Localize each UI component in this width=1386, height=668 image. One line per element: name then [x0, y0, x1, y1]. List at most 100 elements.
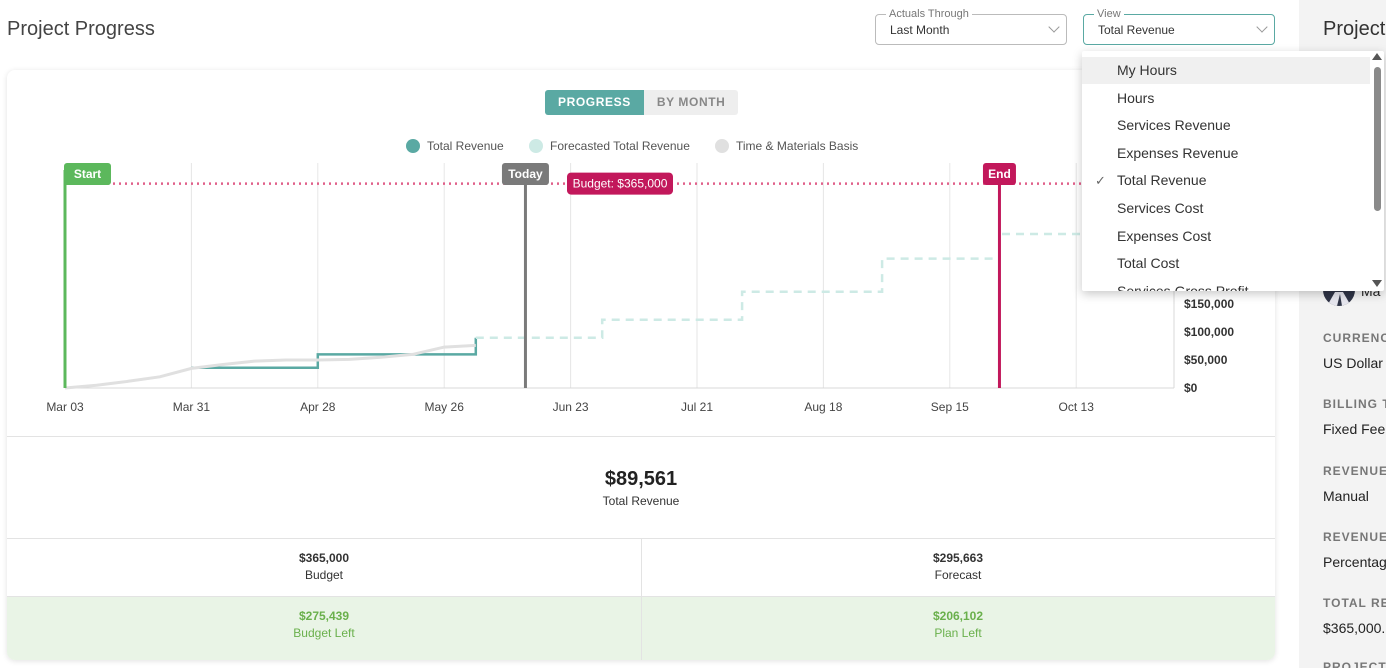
side-field-value: Percentag	[1323, 554, 1386, 570]
x-tick-label: Aug 18	[804, 400, 842, 414]
side-field-key: BILLING T	[1323, 397, 1386, 411]
check-icon: ✓	[1095, 173, 1106, 189]
chevron-down-icon	[1048, 21, 1060, 33]
side-field-key: TOTAL RE	[1323, 596, 1386, 610]
marker-badge	[501, 163, 549, 185]
side-field-currency: CURRENCY US Dollar (	[1323, 331, 1386, 371]
tab-progress[interactable]: PROGRESS	[545, 90, 644, 115]
legend-dot	[406, 139, 420, 153]
progress-card: PROGRESS BY MONTH Total Revenue Forecast…	[7, 70, 1275, 660]
side-field-revenue-type: REVENUE Manual	[1323, 464, 1386, 504]
side-field-key: CURRENCY	[1323, 331, 1386, 345]
x-tick-label: Sep 15	[931, 400, 969, 414]
side-field-total-revenue: TOTAL RE $365,000.	[1323, 596, 1386, 636]
side-field-billing: BILLING T Fixed Fee	[1323, 397, 1386, 437]
dropdown-item[interactable]: ✓ Total Revenue	[1082, 167, 1370, 194]
dropdown-item[interactable]: Services Cost	[1082, 195, 1370, 222]
dropdown-item[interactable]: Expenses Revenue	[1082, 140, 1370, 167]
actuals-through-label: Actuals Through	[886, 7, 972, 21]
side-field-value: Fixed Fee	[1323, 421, 1386, 437]
side-panel-title: Project	[1323, 18, 1386, 40]
series-line-0	[191, 337, 478, 370]
legend-item-forecasted-total-revenue[interactable]: Forecasted Total Revenue	[529, 139, 690, 153]
x-tick-label: Jul 21	[681, 400, 713, 414]
legend-label: Total Revenue	[427, 139, 504, 153]
series-line-2	[64, 343, 476, 390]
series-line-1	[475, 232, 1108, 340]
marker-label: End	[988, 167, 1011, 181]
dropdown-scrollbar[interactable]	[1374, 67, 1381, 211]
side-field-value: $365,000.	[1323, 620, 1386, 636]
y-tick-label: $150,000	[1184, 297, 1234, 311]
budget-left-label: Budget Left	[293, 626, 355, 640]
x-tick-label: Apr 28	[300, 400, 336, 414]
side-field-value: US Dollar (	[1323, 355, 1386, 371]
budget-label: Budget	[304, 568, 344, 582]
scroll-down-icon[interactable]	[1372, 280, 1382, 287]
legend-dot	[715, 139, 729, 153]
dropdown-item-label: Services Gross Profit	[1117, 282, 1249, 291]
dropdown-item-label: Hours	[1117, 89, 1155, 106]
y-tick-label: $0	[1184, 381, 1198, 395]
dropdown-item-label: Expenses Cost	[1117, 227, 1212, 244]
legend-item-time-materials-basis[interactable]: Time & Materials Basis	[715, 139, 858, 153]
chevron-down-icon	[1256, 21, 1268, 33]
x-tick-label: May 26	[425, 400, 465, 414]
view-select[interactable]: View Total Revenue	[1083, 7, 1275, 45]
dropdown-item[interactable]: Services Revenue	[1082, 112, 1370, 139]
tab-by-month[interactable]: BY MONTH	[643, 90, 739, 115]
divider	[641, 539, 642, 597]
divider	[7, 596, 1275, 597]
view-dropdown-menu: My Hours Hours Services Revenue Expenses Re…	[1082, 51, 1384, 291]
plan-left-value: $206,102	[932, 609, 984, 623]
page-title: Project Progress	[7, 18, 155, 40]
legend-dot	[529, 139, 543, 153]
dropdown-item-label: Services Cost	[1117, 200, 1204, 216]
dropdown-item[interactable]: Expenses Cost	[1082, 223, 1370, 250]
view-value: Total Revenue	[1098, 23, 1175, 37]
scroll-up-icon[interactable]	[1372, 53, 1382, 60]
forecast-stat: $295,663 Forecast	[641, 551, 1275, 582]
divider	[7, 436, 1275, 437]
dropdown-item[interactable]: Hours	[1082, 85, 1370, 112]
legend-label: Time & Materials Basis	[736, 139, 859, 153]
dropdown-item[interactable]: Total Cost	[1082, 250, 1370, 277]
divider	[7, 538, 1275, 539]
x-tick-label: Jun 23	[553, 400, 589, 414]
side-field-key: PROJECT	[1323, 660, 1386, 668]
dropdown-item-label: Services Revenue	[1117, 117, 1231, 134]
legend-item-total-revenue[interactable]: Total Revenue	[406, 139, 504, 153]
total-revenue-value: $89,561	[604, 468, 678, 490]
budget-label: Budget: $365,000	[573, 177, 668, 191]
budget-left-value: $275,439	[298, 609, 350, 623]
forecast-value: $295,663	[932, 551, 984, 565]
marker-badge	[982, 163, 1016, 185]
divider	[641, 597, 642, 660]
side-field-key: REVENUE	[1323, 464, 1386, 478]
progress-chart: Mar 03 Mar 31 Apr 28 May 26 Jun 23 Jul 21 Aug …	[46, 163, 1234, 414]
budget-value: $365,000	[298, 551, 350, 565]
legend-label: Forecasted Total Revenue	[550, 139, 690, 153]
dropdown-item[interactable]: Services Gross Profit	[1082, 278, 1370, 291]
view-label: View	[1094, 7, 1124, 21]
marker-badge	[64, 163, 111, 185]
budget-stat: $365,000 Budget	[7, 551, 641, 582]
actuals-through-select[interactable]: Actuals Through Last Month	[875, 7, 1067, 45]
dropdown-item-label: Expenses Revenue	[1117, 144, 1239, 161]
x-tick-label: Mar 31	[173, 400, 211, 414]
total-revenue-label: Total Revenue	[602, 494, 680, 508]
actuals-through-value: Last Month	[890, 23, 950, 37]
dropdown-item-label: My Hours	[1117, 62, 1177, 78]
dropdown-item[interactable]: My Hours	[1082, 57, 1370, 84]
dropdown-item-label: Total Revenue	[1117, 172, 1207, 189]
side-field-key: REVENUE	[1323, 530, 1386, 544]
side-field-project: PROJECT	[1323, 660, 1386, 668]
plan-left-label: Plan Left	[934, 626, 982, 640]
view-toggle: PROGRESS BY MONTH	[545, 90, 739, 115]
y-tick-label: $50,000	[1184, 353, 1228, 367]
plan-left-stat: $206,102 Plan Left	[641, 609, 1275, 640]
dropdown-item-label: Total Cost	[1117, 255, 1180, 272]
x-tick-label: Oct 13	[1059, 400, 1095, 414]
marker-label: Start	[74, 167, 101, 181]
